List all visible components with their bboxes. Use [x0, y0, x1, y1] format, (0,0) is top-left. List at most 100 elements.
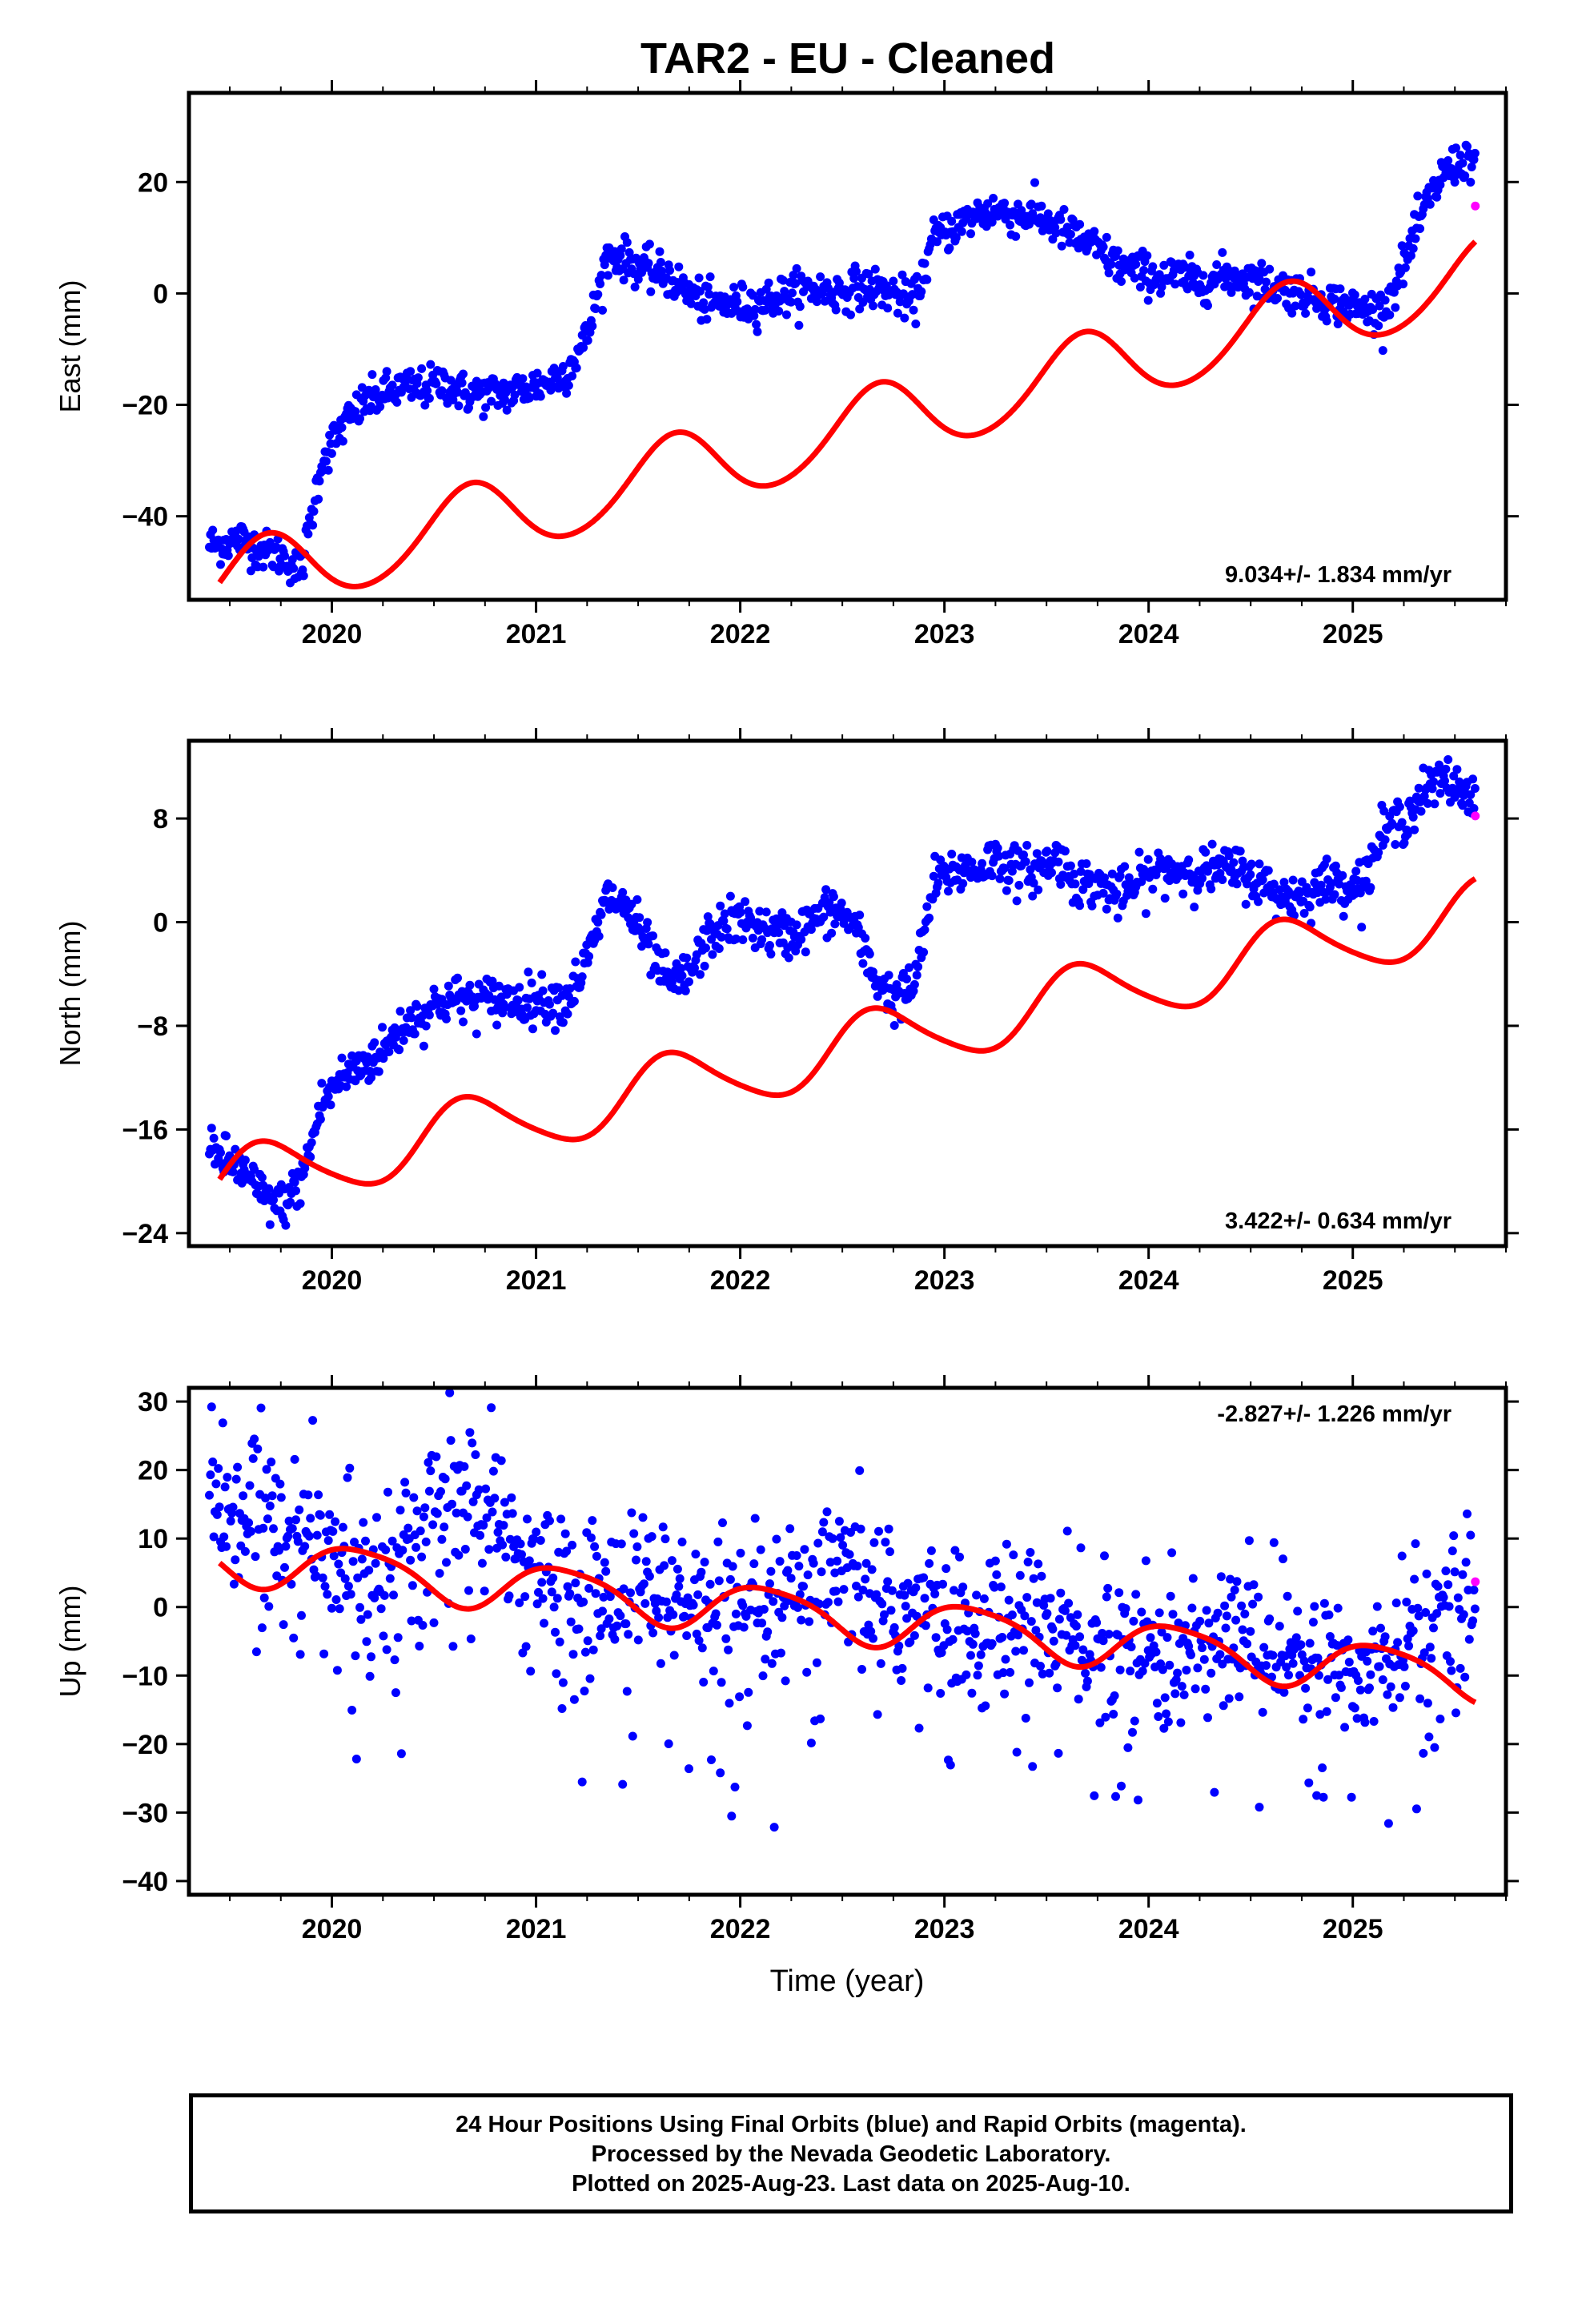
- east-final-point: [321, 456, 331, 466]
- up-final-point: [901, 1602, 910, 1611]
- up-final-point: [714, 1576, 724, 1586]
- up-final-point: [476, 1530, 485, 1540]
- east-ytick-label: 20: [138, 167, 168, 198]
- up-final-point: [1468, 1616, 1478, 1626]
- up-final-point: [664, 1739, 673, 1748]
- up-final-point: [654, 1613, 664, 1622]
- up-final-point: [312, 1530, 322, 1540]
- north-rapid-point: [1471, 811, 1480, 821]
- north-final-point: [797, 935, 806, 944]
- north-final-point: [1357, 923, 1367, 932]
- up-final-point: [884, 1524, 893, 1534]
- east-final-point: [933, 237, 942, 247]
- up-final-point: [767, 1659, 777, 1668]
- up-final-point: [1312, 1791, 1322, 1800]
- north-final-point: [551, 1026, 560, 1035]
- east-final-point: [1104, 268, 1114, 278]
- up-final-point: [858, 1586, 868, 1594]
- up-final-point: [1248, 1599, 1258, 1609]
- east-final-point: [917, 287, 926, 296]
- north-final-point: [792, 920, 801, 930]
- up-final-point: [264, 1602, 274, 1611]
- east-final-point: [696, 287, 705, 296]
- up-final-point: [408, 1581, 417, 1590]
- up-final-point: [1231, 1615, 1241, 1625]
- east-final-point: [406, 367, 416, 376]
- up-final-point: [610, 1634, 620, 1644]
- up-final-point: [697, 1643, 707, 1653]
- up-final-point: [1001, 1655, 1010, 1664]
- east-final-point: [479, 412, 488, 421]
- east-xtick-label: 2024: [1118, 619, 1179, 649]
- east-final-point: [945, 243, 954, 253]
- east-final-point: [338, 436, 347, 446]
- north-final-point: [410, 1029, 420, 1039]
- up-final-point: [448, 1499, 456, 1509]
- up-final-point: [766, 1566, 776, 1576]
- east-final-point: [908, 290, 917, 300]
- up-final-point: [793, 1602, 802, 1612]
- up-final-point: [520, 1592, 530, 1602]
- north-final-point: [987, 871, 997, 881]
- up-final-point: [866, 1626, 876, 1636]
- up-final-point: [856, 1524, 865, 1534]
- up-final-point: [739, 1622, 749, 1632]
- up-final-point: [566, 1617, 576, 1626]
- east-final-point: [966, 229, 975, 239]
- north-points: [205, 755, 1480, 1230]
- east-final-point: [812, 297, 821, 307]
- up-final-point: [233, 1462, 243, 1472]
- up-final-point: [350, 1538, 359, 1547]
- up-final-point: [948, 1634, 958, 1644]
- east-final-point: [424, 393, 434, 403]
- up-final-point: [205, 1490, 214, 1500]
- up-final-point: [1227, 1592, 1236, 1602]
- up-final-point: [276, 1493, 286, 1502]
- up-final-point: [465, 1428, 475, 1437]
- up-final-point: [474, 1485, 484, 1494]
- east-final-point: [699, 298, 709, 308]
- north-final-point: [677, 963, 686, 973]
- up-final-point: [1447, 1666, 1456, 1675]
- north-final-point: [548, 1008, 558, 1018]
- north-final-point: [1115, 871, 1125, 881]
- north-final-point: [1408, 812, 1418, 822]
- north-final-point: [1134, 847, 1144, 857]
- up-final-point: [923, 1683, 933, 1693]
- east-final-point: [1330, 294, 1339, 304]
- east-final-point: [432, 379, 441, 388]
- east-final-point: [1467, 163, 1476, 171]
- east-final-point: [1148, 262, 1158, 271]
- north-final-point: [1070, 879, 1080, 889]
- east-final-point: [1026, 199, 1036, 209]
- north-final-point: [1060, 846, 1070, 856]
- east-final-point: [864, 269, 873, 279]
- east-final-point: [644, 239, 654, 249]
- up-final-point: [973, 1671, 982, 1680]
- east-final-point: [1143, 296, 1153, 305]
- up-final-point: [970, 1629, 980, 1638]
- up-final-point: [966, 1651, 975, 1660]
- east-final-point: [234, 534, 243, 544]
- up-final-point: [362, 1637, 371, 1647]
- north-final-point: [384, 1047, 394, 1056]
- east-final-point: [327, 448, 336, 458]
- up-final-point: [1268, 1651, 1278, 1660]
- up-final-point: [644, 1571, 654, 1581]
- east-final-point: [705, 289, 714, 299]
- up-final-point: [661, 1534, 670, 1544]
- east-xtick-label: 2020: [302, 619, 363, 649]
- north-panel: 2020 2021 2022 2023 2024 2025 −24 −16 −8 0 8 North …: [54, 728, 1519, 1296]
- up-final-point: [709, 1667, 718, 1676]
- up-final-point: [1215, 1650, 1225, 1659]
- north-final-point: [1232, 879, 1242, 889]
- up-final-point: [1291, 1633, 1301, 1642]
- up-final-point: [1452, 1708, 1460, 1718]
- up-final-point: [691, 1550, 701, 1559]
- up-final-point: [627, 1508, 636, 1518]
- north-final-point: [1395, 802, 1404, 811]
- up-xtick-label: 2021: [506, 1914, 567, 1944]
- up-final-point: [852, 1582, 861, 1590]
- north-final-point: [902, 975, 912, 983]
- east-final-point: [596, 271, 606, 280]
